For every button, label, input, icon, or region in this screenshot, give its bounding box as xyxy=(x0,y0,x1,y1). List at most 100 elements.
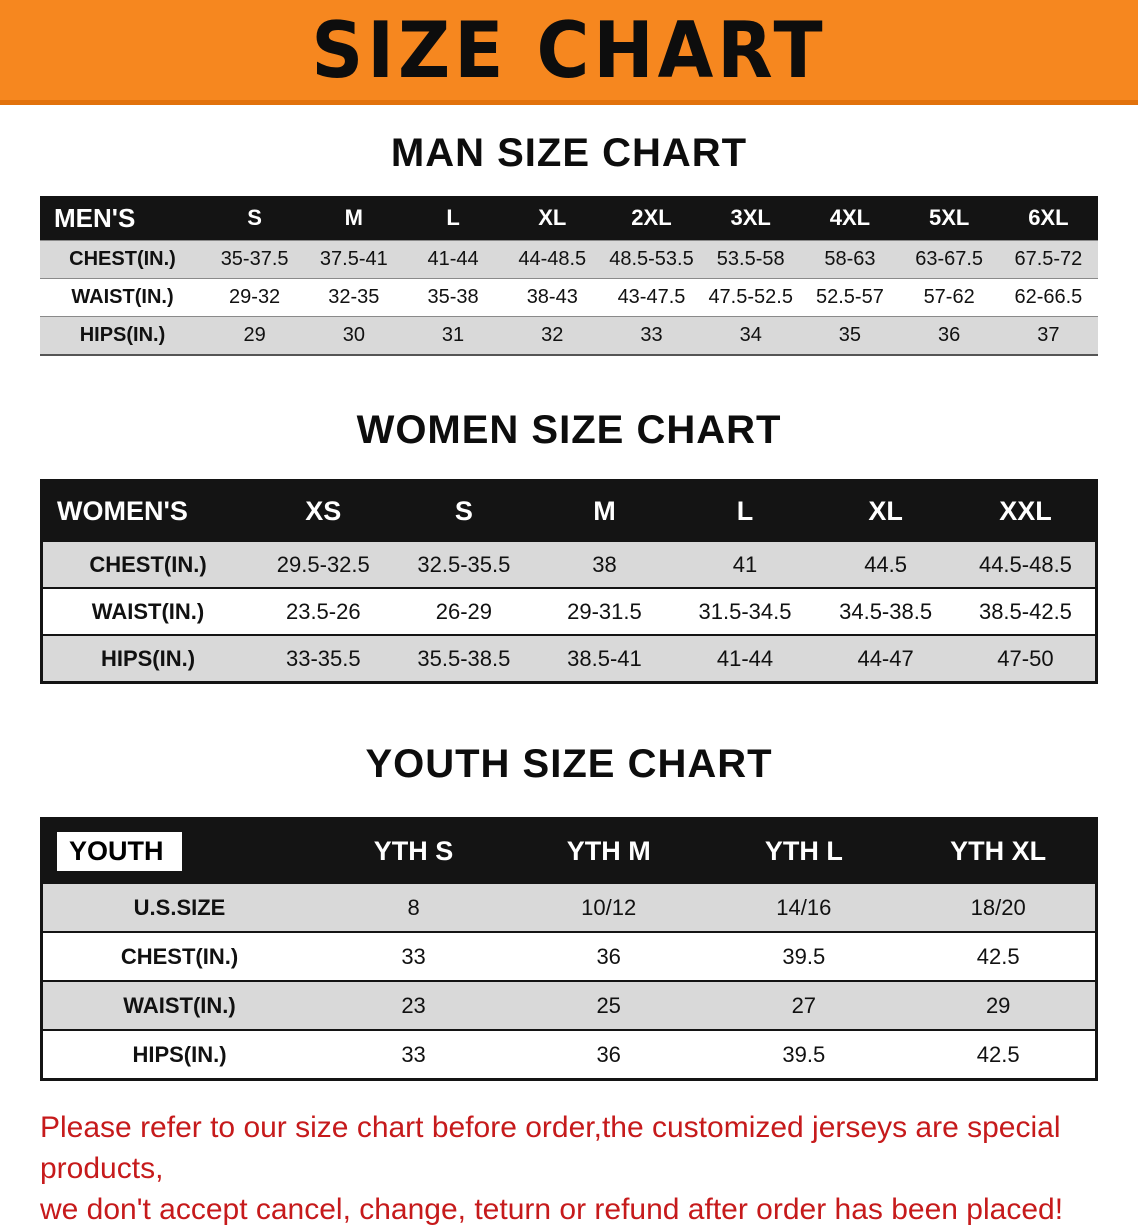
youth-section-heading: YOUTH SIZE CHART xyxy=(365,742,773,786)
measurement-value: 33-35.5 xyxy=(285,645,361,671)
measurement-value: 36 xyxy=(938,324,961,346)
size-chart-banner: SIZE CHART xyxy=(0,0,1138,105)
page-title: SIZE CHART xyxy=(311,4,827,96)
measurement-row: U.S.SIZE 8 10/12 14/16 18/20 xyxy=(41,883,1097,932)
size-header-label: YTH XL xyxy=(950,835,1047,866)
measurement-value: 58-63 xyxy=(824,248,876,270)
size-header-label: YTH M xyxy=(566,835,651,866)
measurement-value: 48.5-53.5 xyxy=(609,248,694,270)
measurement-value: 41-44 xyxy=(716,645,774,671)
size-header-cell: 3XL xyxy=(701,196,801,241)
table-title-cell: YOUTH xyxy=(41,818,316,883)
size-header-label: L xyxy=(736,495,754,526)
measurement-row: HIPS(IN.) 29 30 31 32 33 34 35 36 37 xyxy=(40,316,1098,355)
size-header-cell: M xyxy=(304,196,404,241)
size-header-cell: 6XL xyxy=(998,196,1098,241)
measurement-value: 38.5-41 xyxy=(567,645,642,671)
disclaimer-line-1: Please refer to our size chart before or… xyxy=(40,1111,1061,1186)
measurement-value: 37 xyxy=(1037,324,1060,346)
measurement-value: 8 xyxy=(407,894,420,920)
measurement-value: 37.5-41 xyxy=(319,248,388,270)
size-header-cell: YTH L xyxy=(706,818,902,883)
measurement-value: 44-47 xyxy=(857,645,914,671)
measurement-value: 36 xyxy=(596,1041,621,1067)
measurement-value: 31 xyxy=(441,324,465,346)
size-header-label: YOUTH xyxy=(57,831,182,871)
table-title-cell: MEN'S xyxy=(40,196,205,241)
men-section-heading: MAN SIZE CHART xyxy=(390,131,748,175)
measurement-value: 38-43 xyxy=(526,286,578,308)
measurement-value: 10/12 xyxy=(581,894,637,920)
measurement-value: 35-37.5 xyxy=(220,248,289,270)
measurement-value: 33 xyxy=(401,943,426,969)
measurement-row: WAIST(IN.) 23.5-26 26-29 29-31.5 31.5-34.5 34… xyxy=(41,588,1097,635)
size-header-cell: XXL xyxy=(955,480,1097,541)
size-header-label: 2XL xyxy=(631,205,672,230)
measurement-value: 42.5 xyxy=(976,943,1020,969)
size-header-cell: S xyxy=(205,196,305,241)
size-header-cell: XS xyxy=(253,480,394,541)
size-header-label: 5XL xyxy=(928,205,970,230)
measurement-value: 44-48.5 xyxy=(518,248,587,270)
size-header-label: 3XL xyxy=(730,205,771,230)
measurement-value: 44.5-48.5 xyxy=(978,551,1072,577)
measurement-row: WAIST(IN.) 29-32 32-35 35-38 38-43 43-47.5 47.… xyxy=(40,278,1098,317)
measurement-value: 23.5-26 xyxy=(285,598,361,624)
size-header-cell: YTH S xyxy=(316,818,512,883)
size-header-label: S xyxy=(247,205,262,230)
measurement-value: 36 xyxy=(596,943,621,969)
measurement-row: HIPS(IN.) 33-35.5 35.5-38.5 38.5-41 41-44 44-… xyxy=(41,635,1097,683)
size-header-label: XL xyxy=(538,205,567,230)
size-header-label: WOMEN'S xyxy=(57,495,188,526)
measurement-label: WAIST(IN.) xyxy=(71,286,174,308)
measurement-value: 18/20 xyxy=(970,894,1026,920)
size-header-cell: 4XL xyxy=(800,196,900,241)
size-header-label: YTH S xyxy=(373,835,454,866)
measurement-value: 29 xyxy=(243,324,266,346)
header-row: MEN'S S M L XL 2XL 3XL 4XL 5XL 6XL xyxy=(40,196,1098,241)
disclaimer-line-2: we don't accept cancel, change, teturn o… xyxy=(40,1193,1064,1227)
measurement-label: HIPS(IN.) xyxy=(100,645,196,671)
measurement-value: 34.5-38.5 xyxy=(839,598,933,624)
header-row: YOUTH YTH S YTH M YTH L YTH XL xyxy=(41,818,1097,883)
measurement-row: CHEST(IN.) 35-37.5 37.5-41 41-44 44-48.5 48.5… xyxy=(40,240,1098,279)
measurement-label: CHEST(IN.) xyxy=(89,551,207,577)
measurement-value: 30 xyxy=(342,324,365,346)
table-title-cell: WOMEN'S xyxy=(41,480,253,541)
measurement-row: HIPS(IN.) 33 36 39.5 42.5 xyxy=(41,1030,1097,1080)
measurement-value: 35-38 xyxy=(427,286,479,308)
size-header-cell: XL xyxy=(502,196,602,241)
size-header-cell: 2XL xyxy=(601,196,702,241)
women-section-heading: WOMEN SIZE CHART xyxy=(356,408,782,452)
measurement-value: 38 xyxy=(592,551,617,577)
size-header-cell: L xyxy=(674,480,816,541)
measurement-value: 47-50 xyxy=(997,645,1054,671)
measurement-value: 39.5 xyxy=(782,943,826,969)
measurement-label: WAIST(IN.) xyxy=(91,598,205,624)
women-size-table: WOMEN'S XS S M L XL XXL CHEST(IN.) 29.5-32.5 32.5… xyxy=(40,479,1098,684)
measurement-value: 33 xyxy=(640,324,663,346)
size-header-cell: 5XL xyxy=(899,196,999,241)
measurement-value: 29-32 xyxy=(229,286,281,308)
measurement-label: CHEST(IN.) xyxy=(120,943,239,969)
measurement-value: 47.5-52.5 xyxy=(708,286,793,308)
measurement-value: 57-62 xyxy=(923,286,975,308)
measurement-row: CHEST(IN.) 29.5-32.5 32.5-35.5 38 41 44.5 44.5… xyxy=(41,541,1097,588)
measurement-value: 26-29 xyxy=(435,598,492,624)
measurement-value: 33 xyxy=(401,1041,426,1067)
measurement-value: 35.5-38.5 xyxy=(417,645,511,671)
size-header-label: L xyxy=(446,205,460,230)
size-header-label: 4XL xyxy=(829,205,871,230)
measurement-value: 62-66.5 xyxy=(1014,286,1083,308)
measurement-value: 35 xyxy=(838,324,862,346)
size-header-label: XL xyxy=(868,495,903,526)
measurement-value: 44.5 xyxy=(864,551,908,577)
measurement-value: 67.5-72 xyxy=(1014,248,1083,270)
men-size-table: MEN'S S M L XL 2XL 3XL 4XL 5XL 6XL CHEST(IN.) 35-37… xyxy=(40,196,1098,356)
size-header-label: 6XL xyxy=(1028,205,1069,230)
measurement-value: 32.5-35.5 xyxy=(417,551,511,577)
size-header-cell: YTH XL xyxy=(901,818,1097,883)
measurement-value: 42.5 xyxy=(976,1041,1020,1067)
measurement-value: 52.5-57 xyxy=(816,286,884,308)
measurement-value: 34 xyxy=(739,324,762,346)
